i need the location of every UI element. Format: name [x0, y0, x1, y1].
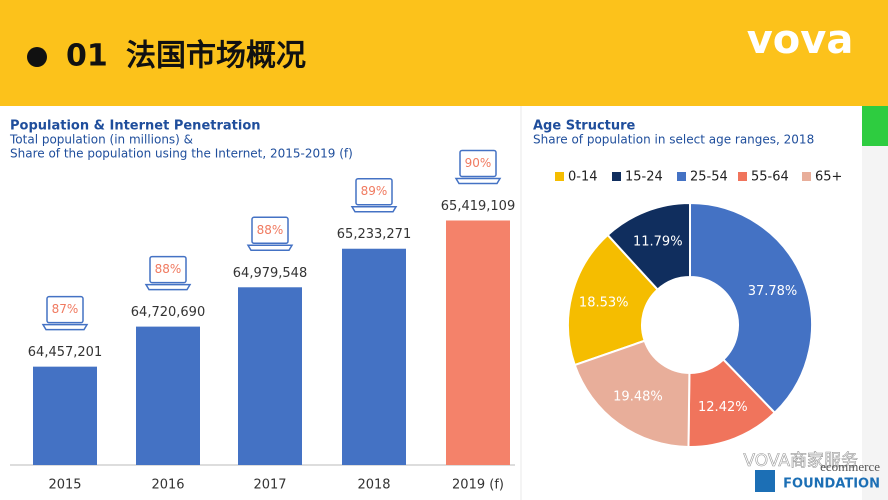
laptop-screen — [355, 177, 393, 206]
laptop-base — [144, 283, 192, 291]
bar — [342, 248, 406, 465]
brand-icon — [755, 470, 775, 492]
donut-slice — [573, 339, 691, 449]
bar — [238, 287, 302, 465]
laptop-base — [41, 323, 89, 331]
chart-title: Age Structure — [533, 119, 636, 134]
x-tick-label: 2018 — [357, 478, 390, 493]
donut-slice — [689, 201, 813, 415]
chart-subtitle: Share of the population using the Intern… — [10, 147, 353, 161]
legend-swatch — [738, 172, 747, 181]
legend-swatch — [612, 172, 621, 181]
laptop-screen — [459, 149, 497, 178]
slice-label: 12.42% — [698, 400, 748, 415]
header-number: 01 — [66, 39, 108, 74]
legend-swatch — [802, 172, 811, 181]
laptop-base — [454, 177, 502, 185]
chart-subtitle: Share of population in select age ranges… — [533, 133, 814, 147]
laptop-screen — [149, 255, 187, 284]
value-label: 64,457,201 — [28, 345, 102, 360]
value-label: 65,419,109 — [441, 199, 515, 214]
slice-label: 18.53% — [579, 296, 629, 311]
slice-label: 11.79% — [633, 235, 683, 250]
legend-swatch — [677, 172, 686, 181]
bar — [446, 220, 510, 465]
slice-label: 37.78% — [748, 284, 798, 299]
logo: vova — [747, 17, 854, 63]
slice-label: 19.48% — [613, 390, 663, 405]
x-tick-label: 2019 (f) — [452, 478, 504, 493]
value-label: 65,233,271 — [337, 227, 411, 242]
laptop-screen — [46, 295, 84, 324]
x-tick-label: 2015 — [48, 478, 81, 493]
penetration-label: 88% — [257, 223, 284, 237]
donut-slice — [567, 233, 660, 367]
laptop-base — [246, 244, 294, 252]
watermark: VOVA商家服务 — [743, 451, 858, 471]
chart-title: Population & Internet Penetration — [10, 119, 261, 134]
header-band — [0, 0, 888, 106]
chart-subtitle: Total population (in millions) & — [9, 133, 193, 147]
legend-swatch — [555, 172, 564, 181]
legend-label: 55-64 — [751, 170, 789, 185]
brand-top: ecommerce — [820, 459, 880, 474]
laptop-screen — [251, 216, 289, 245]
brand-bottom: FOUNDATION — [783, 477, 880, 492]
penetration-label: 90% — [465, 156, 492, 170]
penetration-label: 89% — [361, 184, 388, 198]
side-tab — [862, 106, 888, 146]
laptop-base — [350, 205, 398, 213]
legend-label: 65+ — [815, 170, 842, 185]
legend-label: 0-14 — [568, 170, 598, 185]
penetration-label: 88% — [155, 262, 182, 276]
penetration-label: 87% — [52, 302, 79, 316]
header-title: 法国市场概况 — [126, 39, 306, 74]
x-tick-label: 2016 — [151, 478, 184, 493]
x-tick-label: 2017 — [253, 478, 286, 493]
legend-label: 25-54 — [690, 170, 728, 185]
bullet — [27, 47, 47, 67]
value-label: 64,720,690 — [131, 305, 205, 320]
legend-label: 15-24 — [625, 170, 663, 185]
bar — [136, 326, 200, 465]
value-label: 64,979,548 — [233, 266, 307, 281]
bar — [33, 366, 97, 465]
